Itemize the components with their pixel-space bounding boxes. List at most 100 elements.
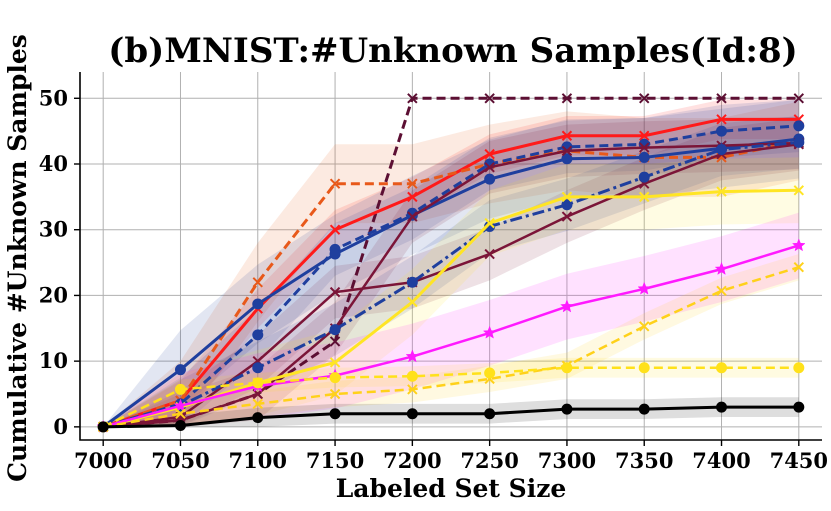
- data-point: [638, 403, 650, 415]
- data-point: [407, 384, 418, 395]
- axes-frame: [79, 72, 822, 441]
- data-point: [407, 93, 418, 104]
- series-line: [103, 141, 799, 429]
- data-point: [793, 185, 805, 196]
- data-point: [793, 93, 805, 104]
- data-point: [252, 329, 264, 341]
- data-point: [484, 173, 496, 185]
- data-point: [252, 377, 264, 389]
- data-point: [561, 153, 573, 165]
- data-point: [407, 191, 418, 203]
- y-tick-label: 10: [39, 348, 68, 373]
- data-point: [482, 325, 497, 339]
- data-point: [561, 211, 573, 222]
- data-point: [329, 324, 341, 336]
- y-axis-label: Cumulative #Unknown Samples: [3, 34, 32, 482]
- data-point: [793, 401, 805, 413]
- series-line: [102, 139, 800, 429]
- data-point: [173, 398, 188, 412]
- x-axis-label: Labeled Set Size: [336, 474, 567, 503]
- data-point: [329, 388, 341, 400]
- data-point: [329, 336, 341, 347]
- data-point: [329, 248, 341, 260]
- x-tick-label: 7000: [74, 448, 132, 473]
- data-point: [561, 362, 573, 374]
- data-point: [175, 408, 186, 419]
- series-line: [102, 244, 800, 429]
- series-line: [103, 405, 799, 429]
- data-point: [252, 298, 264, 310]
- data-point: [484, 93, 495, 104]
- data-point: [484, 217, 495, 229]
- data-point: [716, 186, 727, 197]
- data-point: [329, 357, 341, 368]
- data-point: [252, 412, 264, 424]
- series-line: [102, 140, 799, 429]
- data-point: [407, 211, 418, 222]
- data-point: [793, 362, 805, 374]
- series-line: [102, 265, 800, 429]
- x-tick-label: 7300: [538, 448, 596, 473]
- chart-title: (b)MNIST:#Unknown Samples(Id:8): [108, 31, 797, 71]
- x-tick-label: 7050: [151, 448, 209, 473]
- data-point: [639, 321, 650, 332]
- data-point: [716, 401, 728, 413]
- data-point: [716, 362, 728, 374]
- data-point: [407, 296, 418, 308]
- data-point: [484, 367, 496, 379]
- data-point: [560, 299, 574, 313]
- data-point: [793, 136, 805, 148]
- axes: [74, 72, 822, 446]
- data-point: [329, 224, 341, 235]
- y-tick-label: 0: [53, 414, 68, 439]
- data-point: [639, 191, 650, 203]
- confidence-band: [103, 397, 799, 427]
- data-point: [561, 145, 573, 157]
- y-tick-label: 20: [39, 282, 68, 307]
- x-tick-label: 7350: [615, 448, 673, 473]
- x-tick-label: 7450: [770, 448, 828, 473]
- data-point: [561, 130, 573, 141]
- data-point: [407, 178, 418, 189]
- data-point: [716, 285, 727, 297]
- data-point: [638, 151, 650, 163]
- confidence-band: [103, 116, 799, 427]
- y-tick-label: 40: [39, 151, 68, 176]
- data-point: [406, 370, 418, 382]
- series-line: [102, 137, 799, 429]
- data-point: [484, 248, 495, 260]
- series-lines: [96, 93, 806, 433]
- data-point: [329, 408, 341, 420]
- x-tick-label: 7400: [692, 448, 750, 473]
- data-point: [716, 93, 727, 104]
- data-point: [639, 93, 650, 104]
- data-point: [716, 114, 727, 125]
- data-point: [639, 142, 650, 153]
- data-point: [561, 403, 573, 415]
- confidence-band: [103, 357, 799, 427]
- data-point: [329, 286, 341, 298]
- data-point: [638, 362, 650, 374]
- series-line: [102, 117, 799, 429]
- x-tick-label: 7100: [229, 448, 287, 473]
- data-point: [714, 261, 729, 275]
- data-point: [561, 199, 573, 211]
- y-tick-label: 50: [39, 85, 68, 110]
- data-point: [637, 281, 652, 295]
- data-point: [252, 398, 263, 410]
- data-point: [484, 408, 496, 420]
- x-tick-label: 7200: [383, 448, 441, 473]
- data-point: [252, 277, 263, 288]
- data-point: [174, 364, 186, 376]
- data-point: [406, 276, 418, 288]
- data-point: [639, 130, 650, 141]
- confidence-band: [103, 212, 799, 427]
- data-point: [793, 261, 805, 273]
- data-point: [329, 372, 341, 384]
- tick-labels: 7000 7050 7100 7150 7200 7250 7300 7350 7400 7450…: [39, 85, 828, 473]
- confidence-band: [103, 99, 799, 427]
- series-line: [102, 366, 799, 428]
- data-point: [561, 191, 573, 203]
- data-point: [791, 238, 806, 252]
